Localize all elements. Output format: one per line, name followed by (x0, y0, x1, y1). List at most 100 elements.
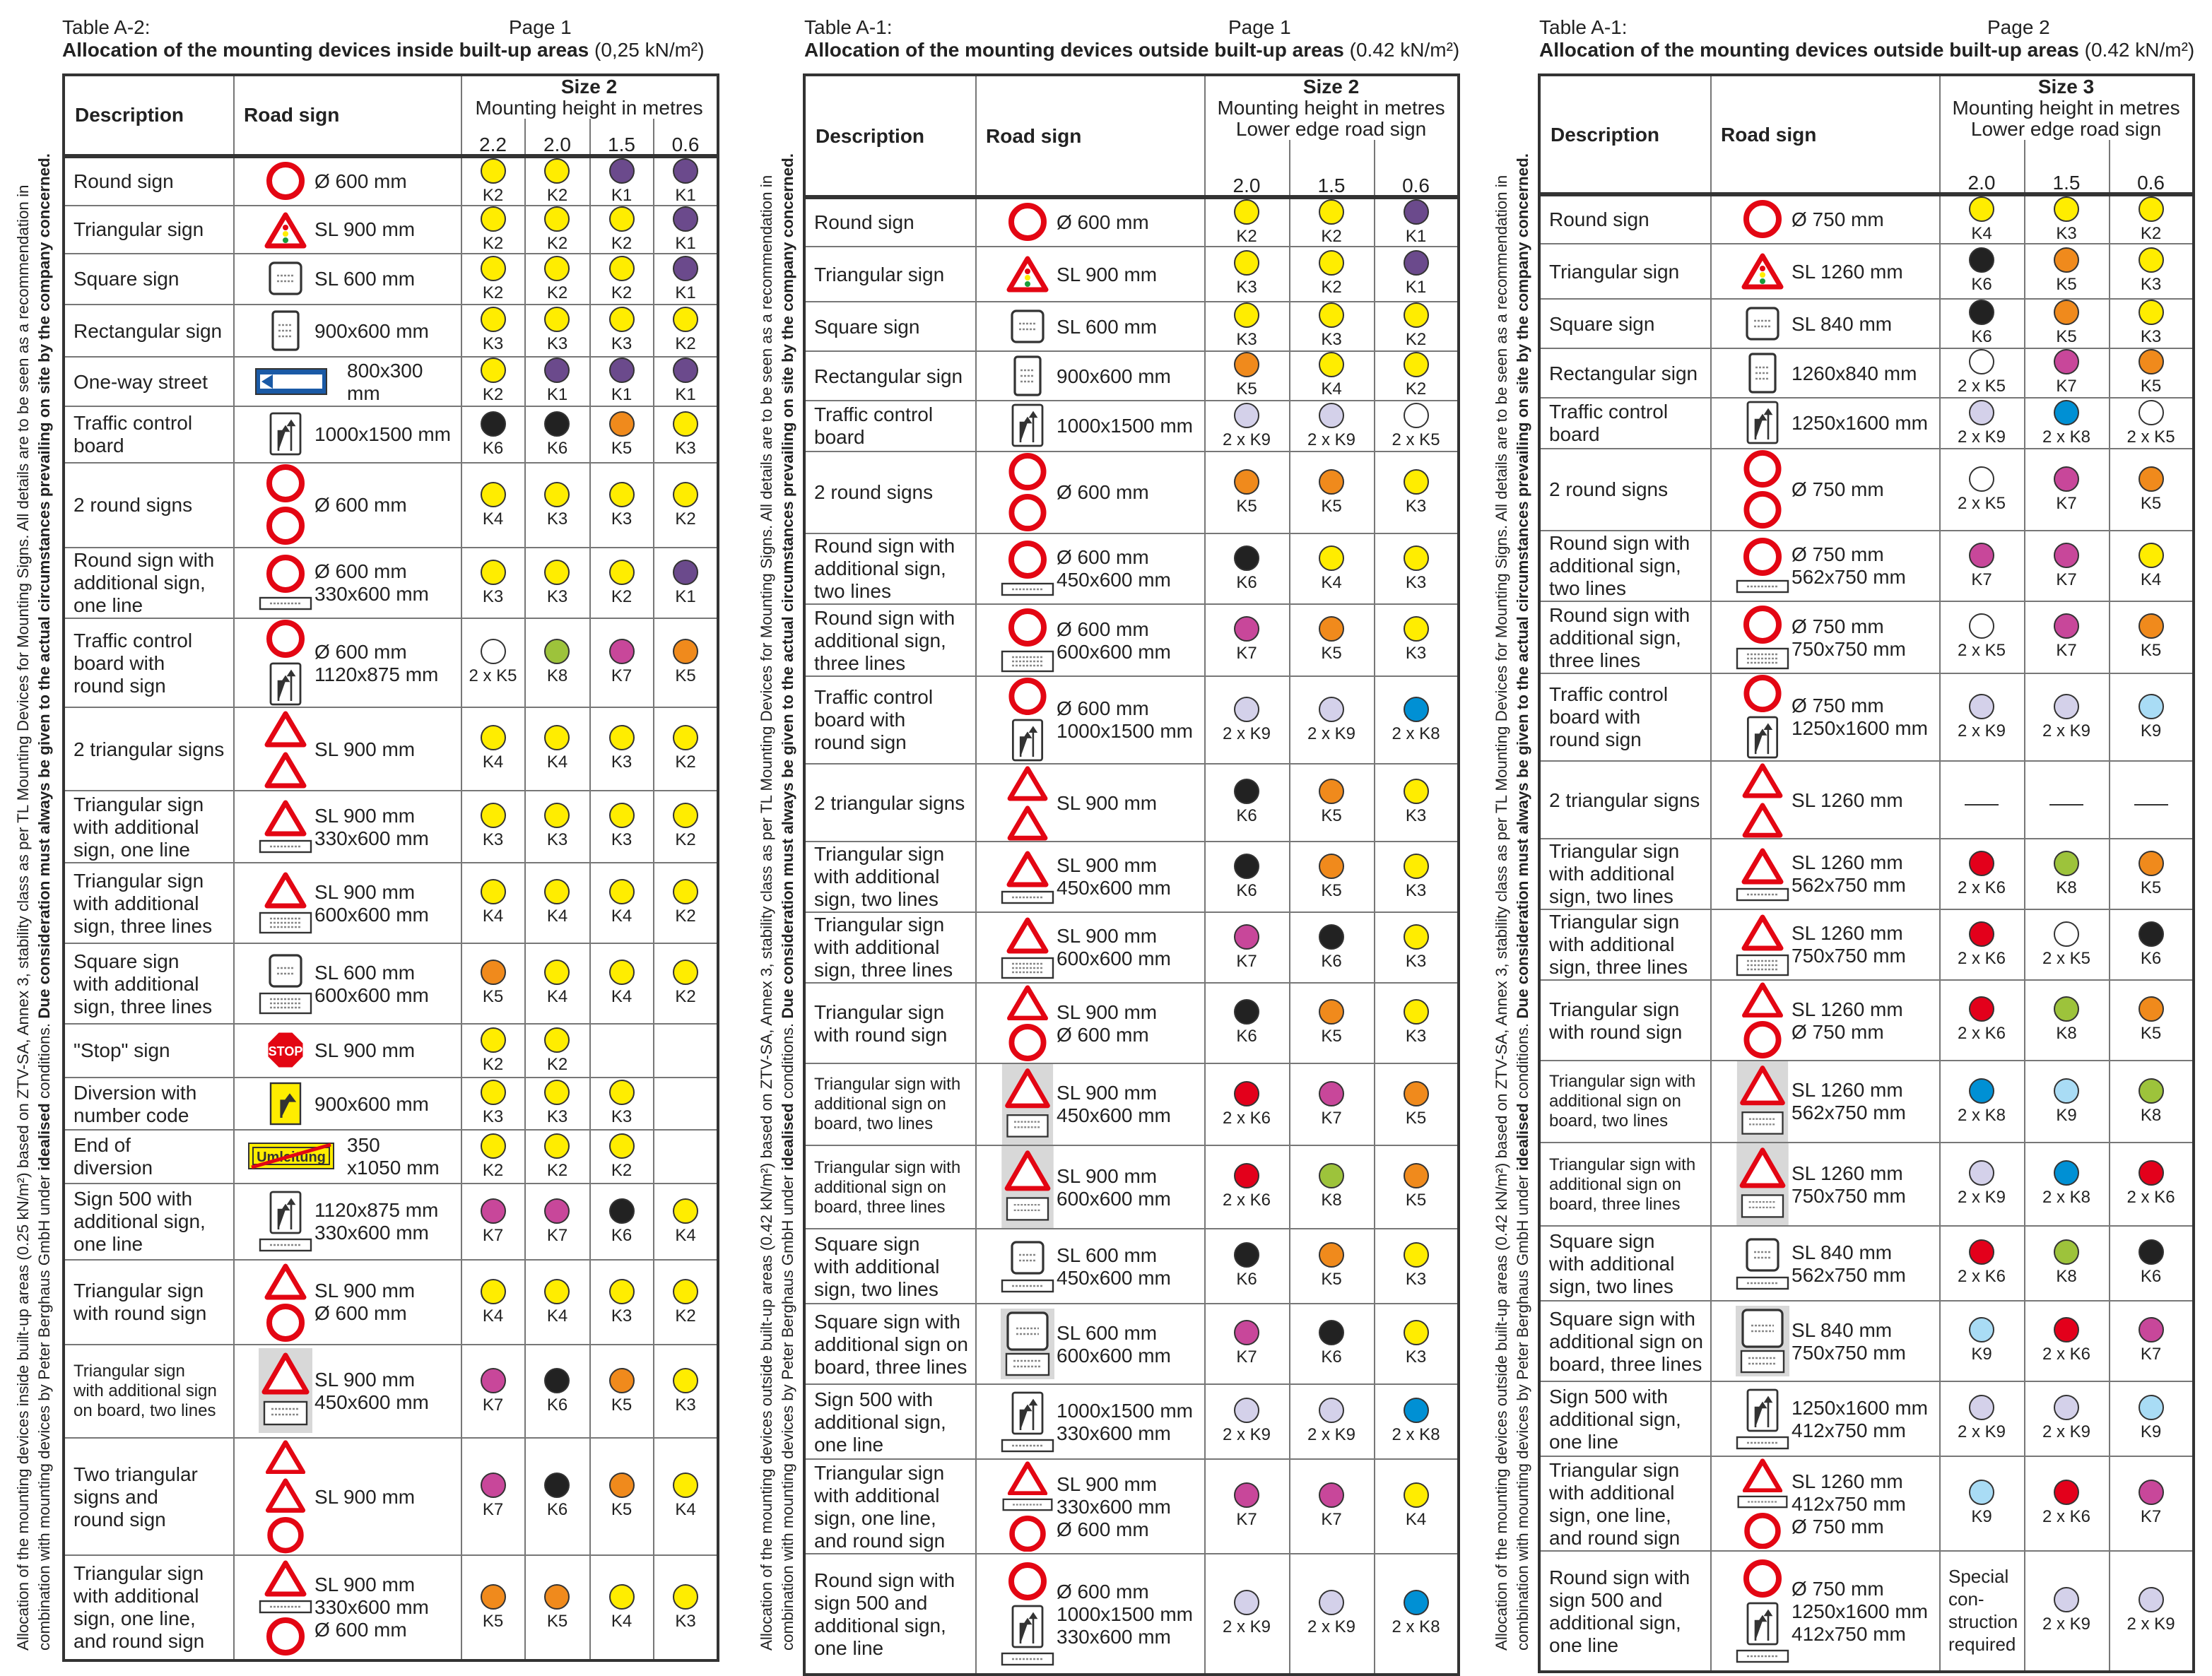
stability-class-marker (1969, 542, 1994, 567)
stability-class-marker (544, 879, 570, 904)
board-with-triangle-sign-icon (1736, 1143, 1788, 1224)
table-title: Allocation of the mounting devices outsi… (804, 38, 1459, 61)
table-row: Rectangular sign 900x600 mm K5 K4 K2 (804, 350, 1460, 401)
stability-class-marker (2138, 1078, 2164, 1103)
stability-class-label: K2 (1321, 277, 1342, 297)
sign-description: 2 round signs (1539, 447, 1711, 531)
sign-description: 2 triangular signs (1539, 760, 1711, 839)
stability-class-label: 2 x K9 (1222, 1424, 1271, 1444)
stability-class-cell: K4 (524, 1258, 590, 1345)
stability-class-label: K5 (675, 666, 696, 685)
stability-class-marker (1969, 850, 1994, 875)
stability-class-cell: K2 (524, 155, 590, 206)
stability-class-cell: K3 (460, 789, 526, 863)
road-sign-cell: SL 900 mm 330x600 mm Ø 600 mm (233, 1554, 461, 1661)
road-sign-cell: SL 1260 mm (1710, 760, 1940, 839)
stability-class-cell: 2 x K5 (1939, 600, 2025, 673)
sign-description: 2 triangular signs (804, 762, 976, 842)
stability-class-cell: K3 (589, 461, 654, 548)
stability-class-cell: 2 x K9 (1288, 1383, 1375, 1459)
table-row: Square sign with additional sign on boar… (804, 1302, 1460, 1384)
stability-class-marker (2054, 196, 2079, 221)
stability-class-label: K7 (2140, 1506, 2162, 1526)
stability-class-marker (2138, 349, 2164, 374)
stability-class-label: K4 (1321, 379, 1342, 399)
stability-class-cell: K9 (2107, 1380, 2195, 1456)
stability-class-cell: K3 (524, 789, 590, 863)
stability-class-marker (544, 559, 570, 584)
round-sign-icon (1008, 1024, 1046, 1062)
stability-class-label: K4 (1971, 223, 1992, 242)
stability-class-cell: K2 (589, 1128, 654, 1184)
stability-class-cell: K3 (1372, 762, 1460, 842)
stability-class-marker (1969, 399, 1994, 425)
stability-class-label: K5 (482, 986, 504, 1006)
stability-class-cell: K3 (2023, 193, 2110, 244)
sign-icons (1734, 299, 1790, 347)
stability-class-marker (2138, 1317, 2164, 1342)
stability-class-cell: K5 (460, 942, 526, 1024)
stability-class-marker (2054, 300, 2079, 325)
stability-class-cell: 2 x K6 (1939, 979, 2025, 1061)
table-caption: Table A-2: Page 1 Allocation of the mounti… (62, 16, 705, 61)
road-sign-header: Road sign (975, 74, 1205, 199)
additional-sign-icon (1735, 1649, 1789, 1663)
stability-class-marker (2054, 399, 2079, 425)
stability-class-marker (544, 725, 570, 750)
sign-icons (1734, 244, 1790, 297)
stability-class-marker (1319, 1320, 1344, 1345)
table-row: Square sign SL 600 mm K2 K2 K2 K1 (63, 252, 719, 305)
stability-class-cell: K1 (589, 355, 654, 406)
stability-class-label: K6 (1236, 805, 1257, 825)
road-sign-cell: SL 1260 mm Ø 750 mm (1710, 979, 1940, 1061)
table-title-load: (0.42 kN/m²) (2078, 38, 2195, 61)
sign-icons (257, 943, 313, 1022)
stability-class-label: K1 (1405, 225, 1427, 245)
additional-sign-icon (1736, 1496, 1787, 1509)
stability-class-marker (1403, 468, 1429, 494)
road-sign-cell: SL 840 mm 750x750 mm (1710, 1299, 1940, 1381)
stability-class-marker (673, 1278, 699, 1304)
stability-class-marker (1403, 923, 1429, 949)
table-row: Round sign with sign 500 and additional … (804, 1552, 1460, 1675)
triangular-sign-icon (264, 751, 306, 788)
table-row: Traffic control board with round sign Ø 6… (63, 617, 719, 707)
not-applicable-dash (2049, 803, 2083, 805)
sign-size: SL 900 mm 600x600 mm (314, 880, 429, 925)
not-applicable-dash (1965, 803, 1999, 805)
stability-class-label: K2 (611, 1159, 633, 1179)
stability-class-label: K3 (2140, 274, 2162, 294)
stability-class-label: K3 (482, 586, 504, 606)
stability-class-label: 2 x K8 (1392, 1424, 1440, 1444)
road-sign-cell: SL 900 mm (233, 204, 461, 254)
stability-class-label: K3 (675, 437, 696, 457)
sign-description: Rectangular sign (804, 350, 976, 401)
stability-class-cell: K2 (460, 252, 526, 305)
stability-class-marker (1234, 1590, 1259, 1616)
sign-size: SL 1260 mm 412x750 mm Ø 750 mm (1792, 1469, 1906, 1537)
stability-class-label: K5 (1321, 643, 1342, 663)
stability-class-cell: 2 x K6 (1939, 1224, 2025, 1301)
table-row: Traffic control board 1000x1500 mm 2 x K9 2… (804, 399, 1460, 452)
sign-size: SL 900 mm 450x600 mm (1057, 1081, 1171, 1126)
stability-class-marker (480, 725, 506, 750)
stability-class-marker (544, 255, 570, 281)
sign-size: Ø 750 mm 750x750 mm (1792, 614, 1906, 659)
table-row: One-way street 800x300 mm K2 K1 K1 K1 (63, 355, 719, 406)
stability-class-marker (2054, 1395, 2079, 1420)
table-label: Table A-1: (1539, 16, 1628, 38)
stability-class-label: K6 (1321, 1347, 1342, 1367)
stability-class-marker (544, 1473, 570, 1498)
road-sign-cell: SL 900 mm 600x600 mm (975, 1144, 1205, 1229)
additional-sign-icon (258, 1238, 312, 1252)
road-sign-cell: 1250x1600 mm 412x750 mm (1710, 1380, 1940, 1456)
road-sign-cell: Ø 600 mm 1000x1500 mm (975, 675, 1205, 764)
stability-class-label: K6 (1236, 880, 1257, 899)
stability-class-label: K5 (1321, 880, 1342, 899)
stability-class-cell: 2 x K8 (1372, 1383, 1460, 1459)
stability-class-marker (480, 803, 506, 828)
stability-class-marker (1403, 545, 1429, 570)
stability-class-cell: 2 x K6 (1204, 1144, 1290, 1229)
stability-class-label: 2 x K9 (1957, 426, 2006, 446)
stability-class-label: K5 (2140, 1023, 2162, 1043)
